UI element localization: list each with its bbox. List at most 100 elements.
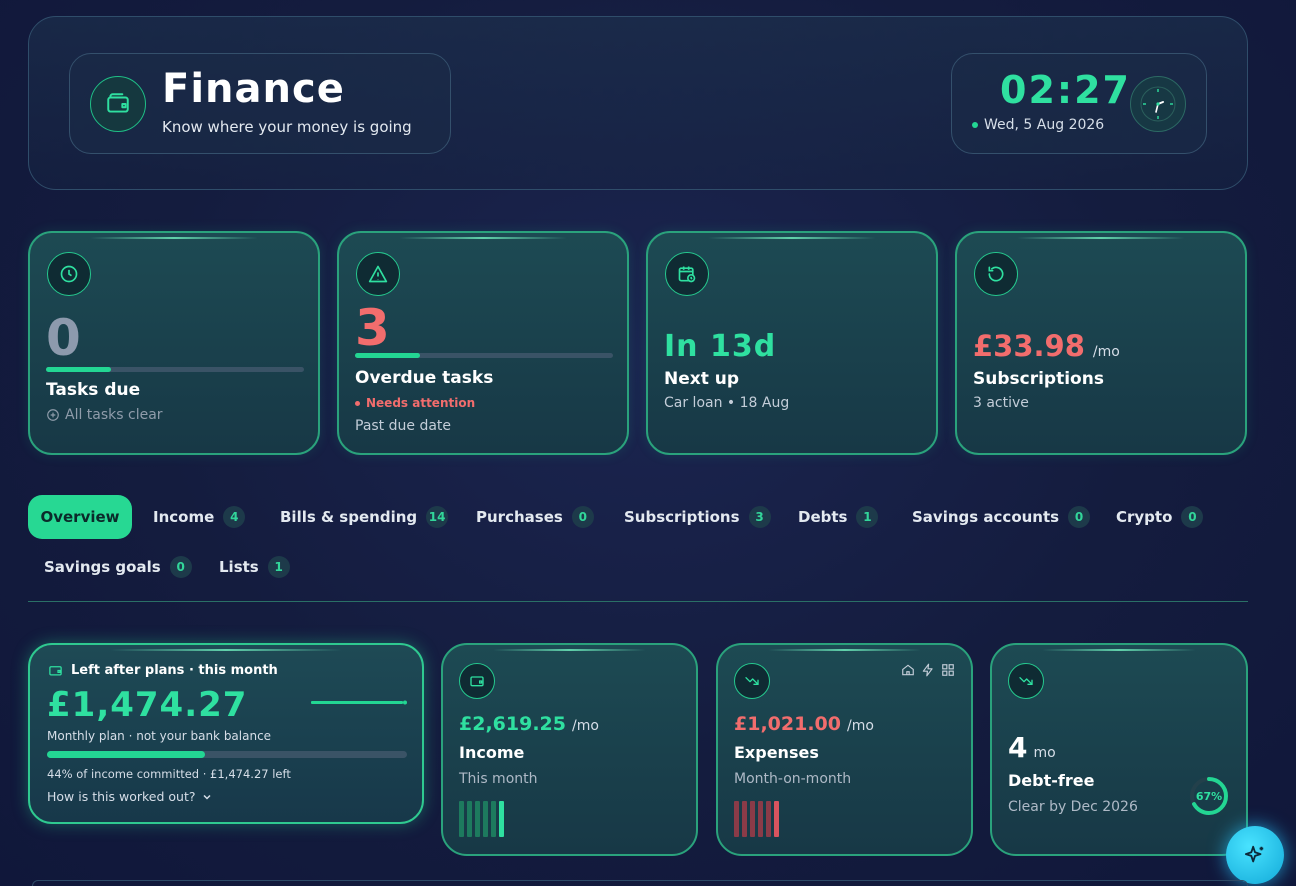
clock-time: 02:27 <box>1000 68 1131 112</box>
tab-count-badge: 0 <box>1181 506 1204 528</box>
card-glow <box>110 649 342 651</box>
tab-count-badge: 1 <box>267 556 290 578</box>
card-glow <box>708 237 876 239</box>
debt-free-sub: Clear by Dec 2026 <box>1008 799 1138 815</box>
tab-count-badge: 1 <box>856 506 879 528</box>
expense-view-icons <box>901 663 955 677</box>
bar <box>750 801 755 837</box>
tab-savings-accounts[interactable]: Savings accounts 0 <box>912 506 1091 528</box>
clock-icon <box>47 252 91 296</box>
ai-assistant-button[interactable] <box>1226 826 1284 884</box>
bolt-icon[interactable] <box>921 663 935 677</box>
tab-label: Lists <box>219 558 259 576</box>
debt-progress-ring: 67% <box>1188 775 1230 817</box>
tab-count-badge: 4 <box>223 506 246 528</box>
bar <box>467 801 472 837</box>
bar <box>483 801 488 837</box>
tab-savings-goals[interactable]: Savings goals 0 <box>44 556 192 578</box>
tab-purchases[interactable]: Purchases 0 <box>476 506 594 528</box>
tab-label: Savings goals <box>44 558 161 576</box>
tab-lists[interactable]: Lists 1 <box>219 556 290 578</box>
tab-label: Crypto <box>1116 508 1173 526</box>
expenses-amount: £1,021.00 <box>734 713 841 735</box>
clock-date-text: Wed, 5 Aug 2026 <box>984 117 1105 133</box>
tab-count-badge: 0 <box>1068 506 1091 528</box>
page-title: Finance <box>162 66 345 112</box>
plus-circle-icon <box>47 409 59 421</box>
subscriptions-amount: £33.98 /mo <box>973 329 1120 363</box>
expenses-unit: /mo <box>846 718 874 734</box>
clock-date: Wed, 5 Aug 2026 <box>972 117 1104 133</box>
overdue-tasks-card[interactable]: 3 Overdue tasks Needs attention Past due… <box>337 231 629 455</box>
tab-subscriptions[interactable]: Subscriptions 3 <box>624 506 771 528</box>
page-subtitle: Know where your money is going <box>162 118 412 136</box>
committed-progress-fill <box>47 751 206 758</box>
tasks-due-label: Tasks due <box>46 380 141 400</box>
left-after-header: Left after plans · this month <box>48 663 278 678</box>
next-panel-edge <box>32 880 1248 886</box>
section-divider <box>28 601 1248 602</box>
tab-label: Debts <box>798 508 848 526</box>
tasks-due-card[interactable]: 0 Tasks due All tasks clear <box>28 231 320 455</box>
how-worked-out-text: How is this worked out? <box>47 789 196 804</box>
card-glow <box>1017 237 1185 239</box>
bar <box>742 801 747 837</box>
next-up-value: In 13d <box>664 329 777 364</box>
expenses-bars <box>734 801 779 837</box>
grid-icon[interactable] <box>941 663 955 677</box>
card-glow <box>90 237 258 239</box>
subscriptions-sub: 3 active <box>973 395 1029 411</box>
bar <box>459 801 464 837</box>
analog-clock-icon <box>1130 76 1186 132</box>
subscriptions-card[interactable]: £33.98 /mo Subscriptions 3 active <box>955 231 1247 455</box>
overdue-progress <box>355 353 613 358</box>
income-unit: /mo <box>571 718 599 734</box>
bar <box>475 801 480 837</box>
card-glow <box>493 649 646 651</box>
income-sub: This month <box>459 771 538 787</box>
tab-bills-spending[interactable]: Bills & spending 14 <box>280 506 449 528</box>
chevron-down-icon <box>202 794 211 800</box>
committed-summary: 44% of income committed · £1,474.27 left <box>47 767 291 781</box>
tab-label: Bills & spending <box>280 508 418 526</box>
income-amount: £2,619.25 <box>459 713 566 735</box>
tab-debts[interactable]: Debts 1 <box>798 506 879 528</box>
expenses-card[interactable]: £1,021.00 /mo Expenses Month-on-month <box>716 643 973 856</box>
trend-down-icon <box>734 663 770 699</box>
home-icon[interactable] <box>901 663 915 677</box>
left-after-amount: £1,474.27 <box>47 685 248 725</box>
income-bars <box>459 801 504 837</box>
expenses-amount-row: £1,021.00 /mo <box>734 713 874 735</box>
wallet-icon <box>459 663 495 699</box>
tab-income[interactable]: Income 4 <box>153 506 246 528</box>
debt-value-row: 4 mo <box>1008 731 1056 764</box>
tab-count-badge: 14 <box>426 506 449 528</box>
card-glow <box>1042 649 1196 651</box>
tasks-due-sub: All tasks clear <box>46 407 163 423</box>
next-up-card[interactable]: In 13d Next up Car loan • 18 Aug <box>646 231 938 455</box>
wallet-icon <box>90 76 146 132</box>
debt-percent: 67% <box>1195 789 1223 803</box>
tab-count-badge: 3 <box>748 506 771 528</box>
left-after-plans-card[interactable]: Left after plans · this month £1,474.27 … <box>28 643 424 824</box>
needs-attention-text: Needs attention <box>366 396 476 410</box>
next-up-label: Next up <box>664 369 740 389</box>
expenses-label: Expenses <box>734 743 819 762</box>
overdue-sub: Past due date <box>355 418 452 434</box>
bar <box>758 801 763 837</box>
overdue-value: 3 <box>355 299 390 357</box>
overdue-label: Overdue tasks <box>355 368 494 388</box>
income-label: Income <box>459 743 525 762</box>
warning-icon <box>356 252 400 296</box>
tab-crypto[interactable]: Crypto 0 <box>1116 506 1204 528</box>
bar <box>774 801 779 837</box>
trend-sparkline <box>311 700 407 705</box>
income-card[interactable]: £2,619.25 /mo Income This month <box>441 643 698 856</box>
bar <box>491 801 496 837</box>
tab-label: Income <box>153 508 215 526</box>
tab-overview[interactable]: Overview <box>28 495 132 539</box>
calendar-clock-icon <box>665 252 709 296</box>
debt-free-card[interactable]: 4 mo Debt-free Clear by Dec 2026 67% <box>990 643 1248 856</box>
sparkle-icon <box>1244 845 1264 863</box>
how-worked-out-link[interactable]: How is this worked out? <box>47 789 212 804</box>
